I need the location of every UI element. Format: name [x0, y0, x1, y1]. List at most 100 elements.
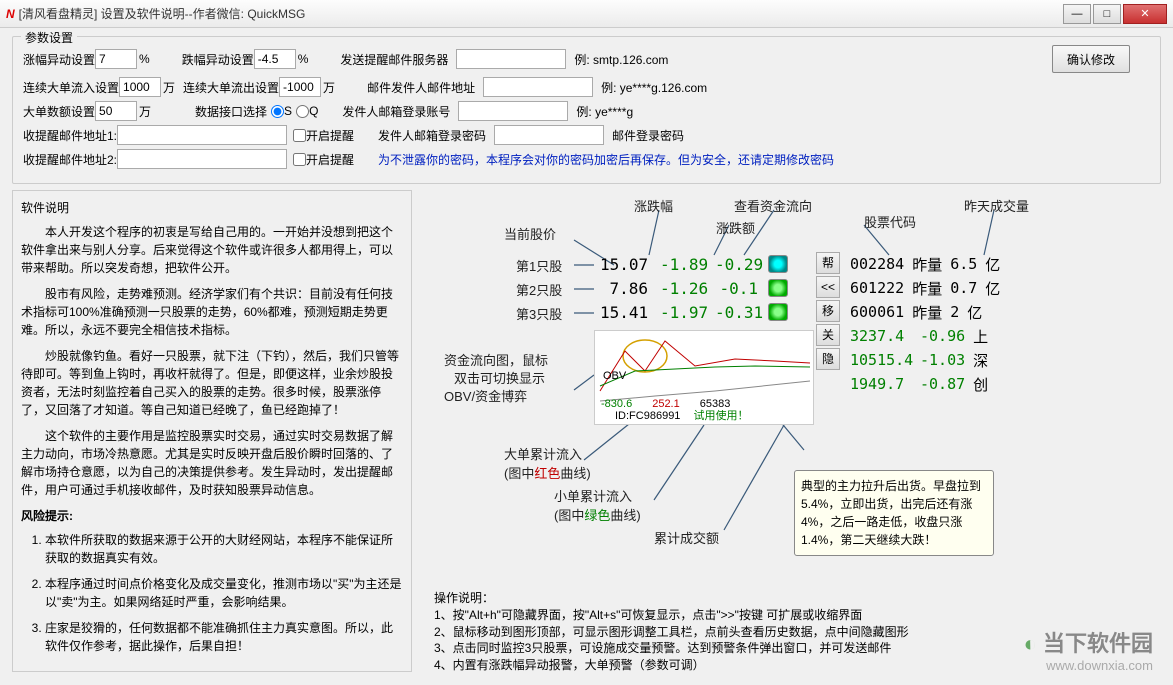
vol3: 2 [946, 303, 963, 321]
pwd-example: 邮件登录密码 [612, 127, 684, 144]
pct-unit: % [139, 52, 150, 66]
ann-updownpct: 涨跌幅 [634, 196, 673, 215]
minimize-button[interactable]: — [1063, 4, 1091, 24]
explain-p4: 这个软件的主要作用是监控股票实时交易，通过实时交易数据了解主力动向，市场冷热意愿… [21, 427, 403, 499]
back-button[interactable]: << [816, 276, 840, 298]
pwd-input[interactable] [494, 125, 604, 145]
chart-label2: 双击可切换显示 [454, 368, 545, 387]
outflow-input[interactable] [279, 77, 321, 97]
explain-panel: 软件说明 本人开发这个程序的初衷是写给自己用的。一开始并没想到把这个软件拿出来与… [12, 190, 412, 672]
risk-item-3: 庄家是狡猾的，任何数据都不能准确抓住主力真实意图。所以，此软件仅作参考，据此操作… [45, 619, 403, 655]
login-input[interactable] [458, 101, 568, 121]
maximize-button[interactable]: □ [1093, 4, 1121, 24]
addr2-input[interactable] [117, 149, 287, 169]
addr1-label: 收提醒邮件地址1: [23, 127, 117, 144]
from-label: 邮件发件人邮件地址 [367, 79, 475, 96]
move-button[interactable]: 移 [816, 300, 840, 322]
eye-icon-2[interactable] [768, 279, 788, 297]
idx2a: 10515.4 [846, 351, 916, 369]
ann-updownamt: 涨跌额 [716, 218, 755, 237]
password-warning: 为不泄露你的密码，本程序会对你的密码加密后再保存。但为安全，还请定期修改密码 [378, 151, 834, 168]
outflow-label: 连续大单流出设置 [183, 79, 279, 96]
explain-heading: 软件说明 [21, 199, 403, 217]
ops-l1: 1、按"Alt+h"可隐藏界面，按"Alt+s"可恢复显示，点击">>"按键 可… [434, 607, 909, 624]
params-legend: 参数设置 [21, 29, 77, 46]
upmove-input[interactable] [95, 49, 137, 69]
ann-code: 股票代码 [864, 212, 916, 231]
smtp-input[interactable] [456, 49, 566, 69]
diagram-panel: 当前股价 涨跌幅 涨跌额 查看资金流向 股票代码 昨天成交量 第1只股 第2只股… [424, 190, 1161, 672]
title-bar: N [清风看盘精灵] 设置及软件说明--作者微信: QuickMSG — □ ✕ [0, 0, 1173, 28]
login-example: 例: ye****g [576, 103, 633, 120]
vol1: 6.5 [946, 255, 981, 273]
upmove-label: 涨幅异动设置 [23, 51, 95, 68]
biginflow-label: 大单累计流入 (图中红色曲线) [504, 444, 591, 482]
vol2: 0.7 [946, 279, 981, 297]
s3-amt: -0.31 [709, 303, 764, 322]
api-label: 数据接口选择 [195, 103, 267, 120]
ops-heading: 操作说明： [434, 590, 909, 607]
api-radio-s[interactable] [271, 105, 284, 118]
ann-yestvol: 昨天成交量 [964, 196, 1029, 215]
smallinflow-label: 小单累计流入 (图中绿色曲线) [554, 486, 641, 524]
remind1-checkbox[interactable] [293, 129, 306, 142]
close-button[interactable]: ✕ [1123, 4, 1167, 24]
smtp-label: 发送提醒邮件服务器 [340, 51, 448, 68]
s2-price: 7.86 [594, 279, 654, 298]
operation-notes: 操作说明： 1、按"Alt+h"可隐藏界面，按"Alt+s"可恢复显示，点击">… [434, 590, 909, 674]
addr2-label: 收提醒邮件地址2: [23, 151, 117, 168]
remind2-checkbox[interactable] [293, 153, 306, 166]
explain-p2: 股市有风险，走势难预测。经济学家们有个共识：目前没有任何技术指标可100%准确预… [21, 285, 403, 339]
ann-fundflow: 查看资金流向 [734, 196, 812, 215]
code1: 002284 [846, 255, 908, 273]
risk-heading: 风险提示: [21, 507, 403, 525]
right-table: 002284昨量6.5亿 601222昨量0.7亿 600061昨量2亿 323… [846, 252, 1004, 396]
downmove-input[interactable] [254, 49, 296, 69]
fund-flow-chart[interactable]: OBV -830.6 252.1 65383 ID:FC986991 试用使用！ [594, 330, 814, 425]
chart-id: ID:FC986991 [615, 410, 680, 422]
params-group: 参数设置 涨幅异动设置 % 跌幅异动设置 % 发送提醒邮件服务器 例: smtp… [12, 36, 1161, 184]
s1-amt: -0.29 [709, 255, 764, 274]
api-radio-q[interactable] [296, 105, 309, 118]
explain-p1: 本人开发这个程序的初衷是写给自己用的。一开始并没想到把这个软件拿出来与别人分享。… [21, 223, 403, 277]
downmove-label: 跌幅异动设置 [182, 51, 254, 68]
confirm-button[interactable]: 确认修改 [1052, 45, 1130, 73]
login-label: 发件人邮箱登录账号 [342, 103, 450, 120]
help-button[interactable]: 帮 [816, 252, 840, 274]
s1-pct: -1.89 [654, 255, 709, 274]
stock-table: 15.07 -1.89 -0.29 7.86 -1.26 -0.1 15.41 … [594, 252, 788, 324]
chart-trial: 试用使用！ [694, 410, 749, 422]
from-input[interactable] [483, 77, 593, 97]
side-buttons: 帮 << 移 关 隐 [816, 252, 840, 372]
pwd-label: 发件人邮箱登录密码 [378, 127, 486, 144]
eye-icon-3[interactable] [768, 303, 788, 321]
bigamt-input[interactable] [95, 101, 137, 121]
note-box: 典型的主力拉升后出货。早盘拉到5.4%，立即出货，出完后还有涨4%，之后一路走低… [794, 470, 994, 556]
s3-pct: -1.97 [654, 303, 709, 322]
stock1-label: 第1只股 [516, 256, 562, 275]
idx3a: 1949.7 [846, 375, 916, 393]
s2-pct: -1.26 [654, 279, 709, 298]
bigamt-label: 大单数额设置 [23, 103, 95, 120]
code3: 600061 [846, 303, 908, 321]
s2-amt: -0.1 [709, 279, 764, 298]
addr1-input[interactable] [117, 125, 287, 145]
inflow-label: 连续大单流入设置 [23, 79, 119, 96]
s1-price: 15.07 [594, 255, 654, 274]
hide-button[interactable]: 隐 [816, 348, 840, 370]
close-panel-button[interactable]: 关 [816, 324, 840, 346]
window-title: [清风看盘精灵] 设置及软件说明--作者微信: QuickMSG [19, 5, 1061, 22]
ops-l3: 3、点击同时监控3只股票，可设施成交量预警。达到预警条件弹出窗口，并可发送邮件 [434, 640, 909, 657]
risk-item-1: 本软件所获取的数据来源于公开的大财经网站，本程序不能保证所获取的数据真实有效。 [45, 531, 403, 567]
idx1a: 3237.4 [846, 327, 916, 345]
app-icon: N [6, 7, 15, 21]
ann-curprice: 当前股价 [504, 224, 556, 243]
risk-item-2: 本程序通过时间点价格变化及成交量变化，推测市场以"买"为主还是以"卖"为主。如果… [45, 575, 403, 611]
inflow-input[interactable] [119, 77, 161, 97]
stock3-label: 第3只股 [516, 304, 562, 323]
explain-p3: 炒股就像钓鱼。看好一只股票，就下注（下钓），然后，我们只管等待即可。等到鱼上钩时… [21, 347, 403, 419]
watermark: ◐ 当下软件园 www.downxia.com [1024, 626, 1153, 673]
chart-label3: OBV/资金博弈 [444, 386, 527, 405]
eye-icon-1[interactable] [768, 255, 788, 273]
ops-l4: 4、内置有涨跌幅异动报警，大单预警（参数可调） [434, 657, 909, 674]
